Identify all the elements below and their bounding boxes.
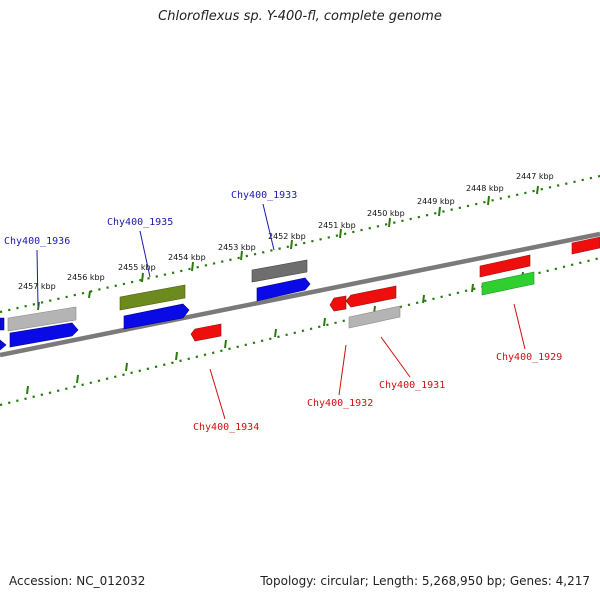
genome-summary-text: Topology: circular; Length: 5,268,950 bp…	[260, 574, 590, 588]
tick-label: 2447 kbp	[516, 172, 554, 181]
gene-arrow[interactable]	[256, 277, 311, 302]
gene-arrow[interactable]	[479, 254, 531, 278]
genome-backbone	[0, 231, 600, 358]
gene-arrow[interactable]	[348, 305, 401, 329]
gene-label[interactable]: Chy400_1933	[231, 190, 297, 201]
gene-label[interactable]: Chy400_1931	[379, 380, 445, 391]
forward-genes	[7, 236, 600, 332]
gene-arrow[interactable]	[0, 317, 5, 331]
tick-label: 2448 kbp	[466, 184, 504, 193]
mid-genes	[0, 277, 401, 351]
gene-arrow[interactable]	[119, 284, 186, 311]
gene-arrow[interactable]	[345, 285, 397, 308]
gene-arrow[interactable]	[251, 259, 308, 283]
gene-label[interactable]: Chy400_1934	[193, 422, 259, 433]
tick-label: 2457 kbp	[18, 282, 56, 291]
map-title: Chloroflexus sp. Y-400-fl, complete geno…	[158, 9, 442, 24]
gene-arrow[interactable]	[0, 339, 7, 351]
gene-label[interactable]: Chy400_1935	[107, 217, 173, 228]
outer-scale-line	[0, 174, 600, 314]
gene-arrow[interactable]	[571, 236, 600, 255]
tick-label: 2455 kbp	[118, 263, 156, 272]
gene-label[interactable]: Chy400_1936	[4, 236, 70, 247]
gene-arrow[interactable]	[329, 295, 347, 312]
gene-label[interactable]: Chy400_1929	[496, 352, 562, 363]
tick-label: 2451 kbp	[318, 221, 356, 230]
tick-label: 2449 kbp	[417, 197, 455, 206]
tick-label: 2453 kbp	[218, 243, 256, 252]
tick-label: 2456 kbp	[67, 273, 105, 282]
gene-arrow[interactable]	[190, 323, 222, 342]
gene-arrow[interactable]	[481, 271, 535, 296]
gene-arrow[interactable]	[7, 306, 77, 332]
inner-scale-line	[0, 256, 600, 407]
accession-text: Accession: NC_012032	[9, 574, 146, 588]
label-leaders	[36, 203, 526, 420]
scale-ticks	[26, 185, 539, 395]
gene-arrow[interactable]	[9, 322, 79, 348]
gene-arrow[interactable]	[123, 303, 190, 330]
gene-label[interactable]: Chy400_1932	[307, 398, 373, 409]
tick-label: 2450 kbp	[367, 209, 405, 218]
tick-label: 2452 kbp	[268, 232, 306, 241]
tick-label: 2454 kbp	[168, 253, 206, 262]
